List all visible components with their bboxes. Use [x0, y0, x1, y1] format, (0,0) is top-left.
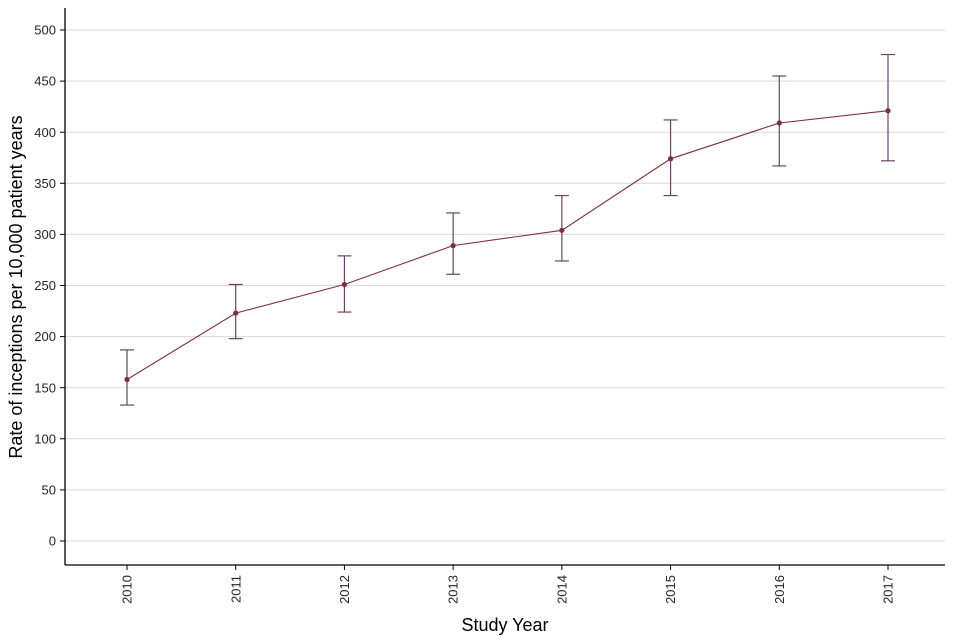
- y-tick-label: 350: [34, 176, 56, 191]
- data-point: [341, 281, 348, 288]
- y-tick-label: 200: [34, 329, 56, 344]
- y-tick-label: 450: [34, 74, 56, 89]
- y-tick-label: 300: [34, 227, 56, 242]
- data-point: [776, 120, 782, 126]
- data-point: [233, 310, 239, 316]
- x-tick-label: 2016: [772, 575, 787, 604]
- x-tick-label: 2015: [663, 575, 678, 604]
- data-point: [885, 108, 891, 114]
- x-tick-label: 2014: [554, 575, 569, 604]
- data-point: [559, 227, 565, 233]
- y-tick-label: 0: [49, 534, 56, 549]
- y-tick-label: 100: [34, 431, 56, 446]
- x-axis-title: Study Year: [461, 615, 548, 635]
- x-tick-label: 2013: [446, 575, 461, 604]
- y-tick-label: 250: [34, 278, 56, 293]
- data-point: [450, 243, 456, 249]
- y-tick-label: 50: [42, 482, 56, 497]
- x-tick-label: 2011: [228, 575, 243, 603]
- y-tick-label: 500: [34, 23, 56, 38]
- x-tick-label: 2010: [120, 575, 135, 604]
- data-point: [667, 156, 674, 162]
- y-axis-title: Rate of inceptions per 10,000 patient ye…: [6, 115, 26, 458]
- y-tick-label: 150: [34, 380, 56, 395]
- plot-area: 0 50 100 150 200 250 300 350 400 450 500 2010 2011 20…: [34, 8, 945, 604]
- y-tick-label: 400: [34, 125, 56, 140]
- data-point: [124, 376, 130, 383]
- data-line: [126, 110, 889, 380]
- x-tick-label: 2017: [881, 575, 896, 604]
- x-tick-label: 2012: [337, 575, 352, 604]
